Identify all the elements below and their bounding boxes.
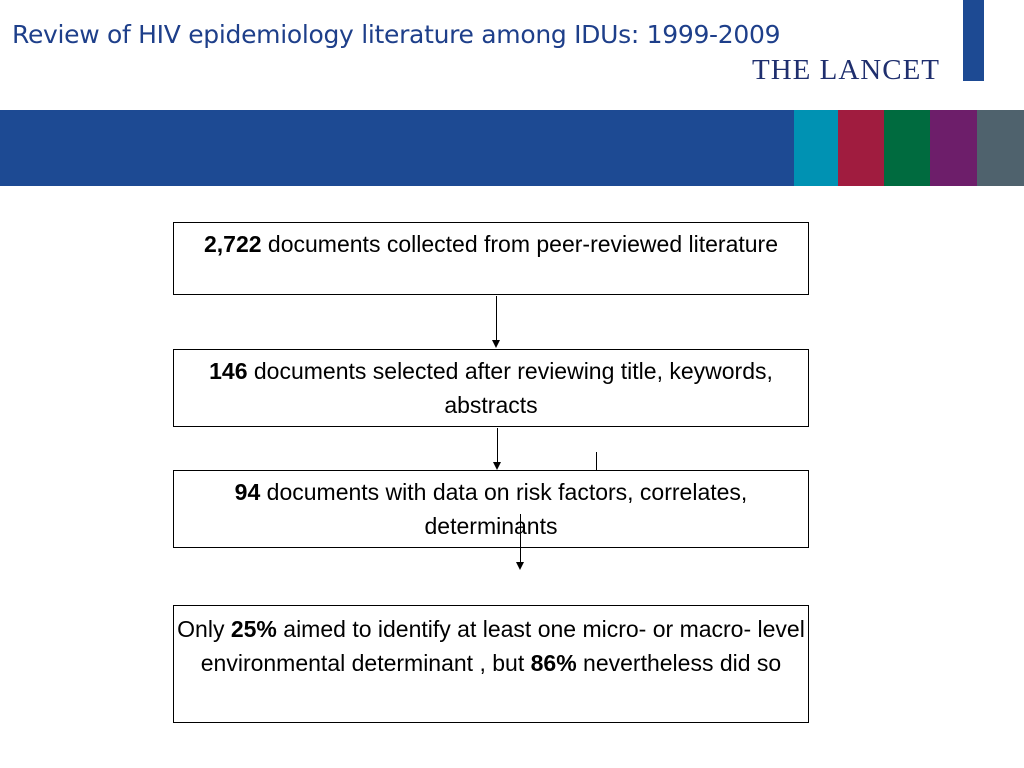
color-block-purple bbox=[930, 110, 977, 186]
logo-accent-bar bbox=[963, 0, 984, 81]
findings-middle: aimed to identify at least one micro- or… bbox=[200, 616, 805, 676]
lancet-logo: THE LANCET bbox=[752, 54, 940, 86]
count-risk-factors: 94 bbox=[234, 479, 261, 505]
color-block-slate bbox=[977, 110, 1024, 186]
findings-suffix: nevertheless did so bbox=[576, 650, 782, 676]
color-block-green bbox=[884, 110, 930, 186]
color-block-red bbox=[838, 110, 884, 186]
arrow-3-head bbox=[516, 562, 524, 570]
flow-box-risk-factors: 94 documents with data on risk factors, … bbox=[173, 470, 809, 548]
slide-title: Review of HIV epidemiology literature am… bbox=[12, 20, 781, 49]
arrow-2-line bbox=[497, 428, 498, 462]
stray-tick-line bbox=[596, 452, 597, 470]
arrow-3-line bbox=[520, 514, 521, 562]
findings-prefix: Only bbox=[177, 616, 231, 642]
percent-aimed: 25% bbox=[230, 616, 277, 642]
selected-text: documents selected after reviewing title… bbox=[247, 358, 773, 418]
risk-factors-text: documents with data on risk factors, cor… bbox=[260, 479, 748, 539]
arrow-2-head bbox=[493, 462, 501, 470]
percent-identified: 86% bbox=[530, 650, 577, 676]
flow-box-collected: 2,722 documents collected from peer-revi… bbox=[173, 222, 809, 295]
flow-box-findings: Only 25% aimed to identify at least one … bbox=[173, 605, 809, 723]
count-collected: 2,722 bbox=[203, 231, 262, 257]
color-block-teal bbox=[794, 110, 838, 186]
flow-box-selected: 146 documents selected after reviewing t… bbox=[173, 349, 809, 427]
count-selected: 146 bbox=[209, 358, 248, 384]
arrow-1-head bbox=[492, 340, 500, 348]
header-band bbox=[0, 110, 794, 186]
arrow-1-line bbox=[496, 296, 497, 340]
collected-text: documents collected from peer-reviewed l… bbox=[261, 231, 779, 257]
